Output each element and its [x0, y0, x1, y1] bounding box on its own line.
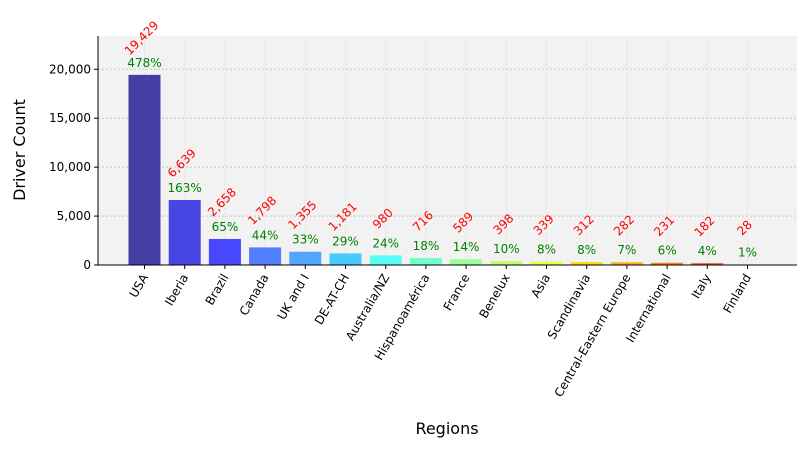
percent-label: 33%	[292, 233, 319, 247]
x-tick-label: Finland	[721, 272, 755, 316]
bar	[570, 261, 603, 265]
bar	[329, 253, 362, 265]
bar	[168, 200, 201, 265]
bar	[369, 255, 402, 265]
y-tick-label: 0	[83, 258, 91, 272]
x-tick-label: Benelux	[476, 272, 512, 321]
bar	[490, 261, 523, 265]
percent-label: 10%	[493, 242, 520, 256]
x-tick-label: France	[441, 272, 473, 314]
x-tick-label: Iberia	[162, 272, 191, 309]
percent-label: 8%	[537, 243, 556, 257]
percent-label: 163%	[168, 181, 202, 195]
percent-label: 14%	[453, 240, 480, 254]
y-axis-title: Driver Count	[10, 99, 29, 201]
percent-label: 29%	[332, 234, 359, 248]
bar	[409, 257, 442, 265]
x-tick-label: USA	[127, 271, 152, 300]
y-tick-label: 5,000	[57, 209, 91, 223]
bar	[289, 251, 322, 265]
x-tick-label: Italy	[689, 272, 714, 302]
x-tick-label: Canada	[237, 272, 272, 319]
x-tick-label: Central-Eastern Europe	[552, 272, 634, 400]
percent-label: 24%	[372, 236, 399, 250]
axes	[94, 36, 797, 269]
percent-label: 6%	[658, 244, 677, 258]
percent-label: 18%	[413, 239, 440, 253]
bars	[128, 74, 764, 266]
percent-label: 8%	[577, 243, 596, 257]
x-tick-label: DE-AT-CH	[312, 272, 352, 328]
bar	[691, 263, 724, 265]
grid-lines	[98, 36, 797, 265]
percent-label: 478%	[127, 56, 161, 70]
percent-label: 7%	[617, 243, 636, 257]
x-tick-label: UK and I	[275, 272, 312, 323]
bar	[450, 259, 483, 265]
y-tick-label: 15,000	[49, 111, 91, 125]
bar	[610, 262, 643, 265]
bar	[128, 74, 161, 265]
bar	[249, 247, 282, 265]
x-tick-label: Asia	[528, 272, 553, 301]
y-tick-label: 10,000	[49, 160, 91, 174]
percent-label: 65%	[212, 220, 239, 234]
percent-label: 44%	[252, 228, 279, 242]
bar	[208, 238, 241, 265]
percent-label: 1%	[738, 246, 757, 260]
x-axis-title: Regions	[415, 419, 478, 438]
x-tick-label: Brazil	[203, 272, 232, 308]
bar	[651, 262, 684, 265]
percent-label: 4%	[698, 244, 717, 258]
plot-area	[98, 36, 797, 265]
y-tick-label: 20,000	[49, 62, 91, 76]
bar	[530, 261, 563, 265]
